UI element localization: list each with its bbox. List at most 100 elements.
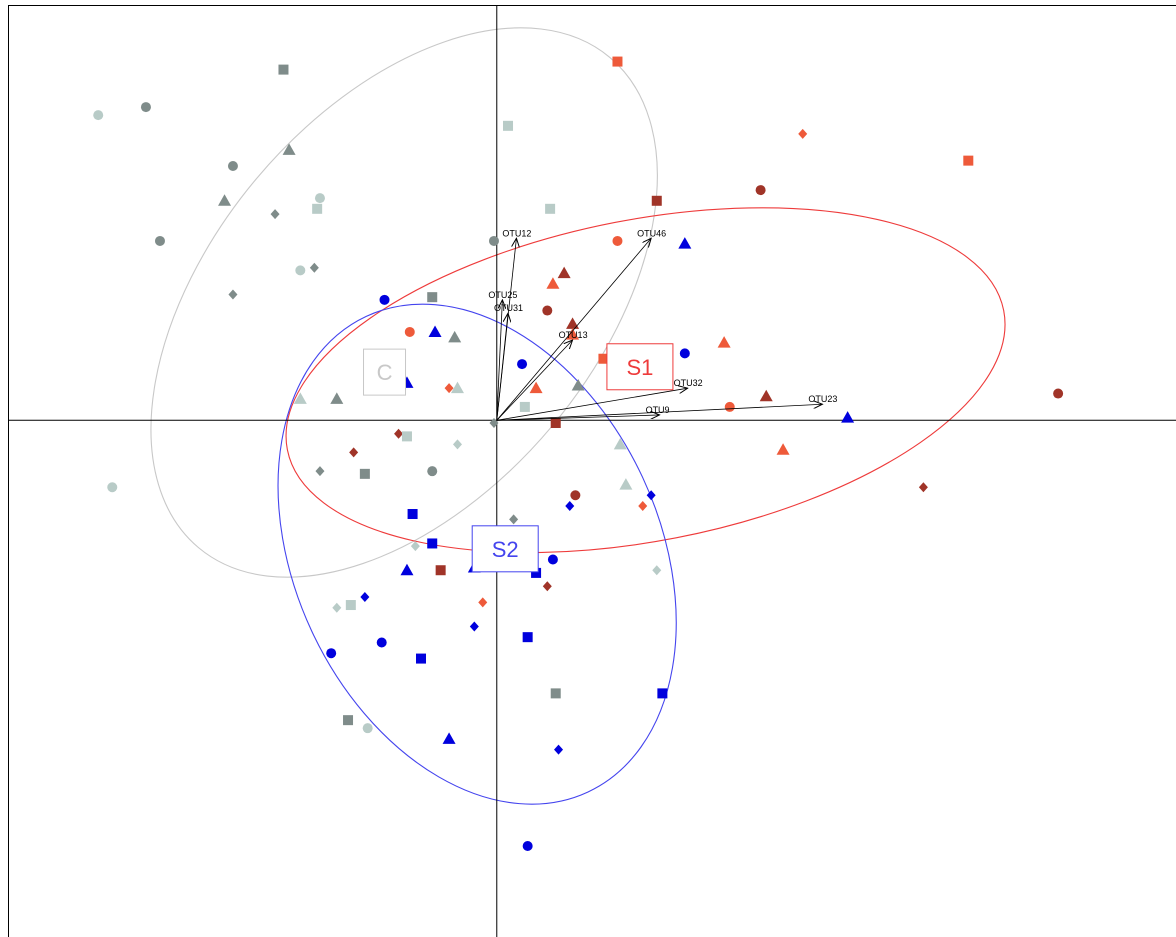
point-circle [404,326,415,337]
group-labels: C S1 S2 [363,343,674,573]
point-circle [376,637,387,648]
point-circle [724,401,735,412]
vector-arrow-otu31 [496,313,508,421]
group-label-box-s2 [471,525,539,573]
point-circle [488,235,499,246]
point-triangle [759,389,773,402]
ellipse-s2 [277,303,677,805]
point-square [416,653,427,664]
vector-arrow-otu9 [496,415,660,421]
point-circle [379,294,390,305]
point-circle [295,265,306,276]
point-square [359,468,370,479]
vector-label-otu32: OTU32 [674,378,703,388]
point-square [598,353,609,364]
point-diamond [638,500,648,511]
point-diamond [542,581,552,592]
point-triangle [529,381,543,394]
point-circle [314,193,325,204]
point-diamond [798,128,808,139]
point-triangle [282,143,296,155]
point-square [278,64,289,75]
ellipse-s1 [285,207,1006,554]
group-label-box-c [363,348,407,396]
point-triangle [776,443,790,455]
point-triangle [841,411,855,423]
point-diamond [332,602,342,613]
point-triangle [678,237,692,249]
point-circle [427,466,438,477]
point-diamond [349,447,359,458]
point-square [963,155,974,166]
origin-axes [8,5,1176,937]
point-triangle [717,336,731,348]
point-circle [517,359,528,370]
point-diamond [918,482,928,493]
point-circle [679,348,690,359]
group-label-s1: S1 [626,355,653,380]
point-square [312,203,323,214]
vector-arrow-otu25 [496,300,503,421]
point-triangle [546,277,560,289]
point-diamond [554,744,564,755]
plot-frame [8,5,1176,937]
point-triangle [442,732,456,744]
point-triangle [566,328,580,340]
vector-label-otu23: OTU23 [808,394,837,404]
point-circle [326,648,337,659]
vector-label-otu12: OTU12 [502,228,531,238]
point-triangle [218,194,232,206]
point-circle [362,723,373,734]
point-square [407,509,418,520]
point-square [531,567,542,578]
point-square [550,688,561,699]
group-ellipses [150,27,1006,805]
point-square [401,431,412,442]
point-diamond [469,621,479,632]
point-diamond [228,289,238,300]
point-square [545,203,556,214]
group-label-c: C [377,360,393,385]
point-circle [227,160,238,171]
vector-label-otu31: OTU31 [494,303,523,313]
vector-label-otu46: OTU46 [637,228,666,238]
vector-label-otu25: OTU25 [488,290,517,300]
point-circle [522,840,533,851]
point-triangle [330,392,344,404]
point-triangle [400,563,414,576]
point-square [657,688,668,699]
point-circle [140,102,151,113]
point-triangle [428,325,442,337]
point-diamond [652,565,662,576]
point-circle [1053,388,1064,399]
point-circle [612,235,623,246]
point-triangle [450,381,464,394]
point-diamond [489,417,499,428]
point-square [612,56,623,67]
point-diamond [410,541,420,552]
group-label-s2: S2 [492,537,519,562]
point-triangle [619,478,633,490]
vector-label-otu9: OTU9 [646,405,670,415]
point-circle [93,110,104,121]
point-diamond [315,466,325,477]
point-diamond [478,597,488,608]
point-triangle [448,330,462,343]
sample-points [93,56,1064,851]
point-diamond [394,428,404,439]
point-diamond [646,490,656,501]
point-square [427,538,438,549]
vector-arrow-otu13 [496,340,573,421]
point-triangle [571,379,585,391]
point-circle [547,554,558,565]
otu-vectors: OTU12 OTU46 OTU25 OTU31 OTU13 OTU32 OTU23 OTU9 [488,228,837,421]
point-diamond [565,500,575,511]
group-label-box-s1 [606,343,674,391]
vector-arrow-otu32 [496,388,688,421]
point-diamond [509,514,519,525]
point-triangle [557,266,571,279]
point-triangle [613,437,627,450]
point-circle [154,235,165,246]
point-diamond [270,209,280,220]
